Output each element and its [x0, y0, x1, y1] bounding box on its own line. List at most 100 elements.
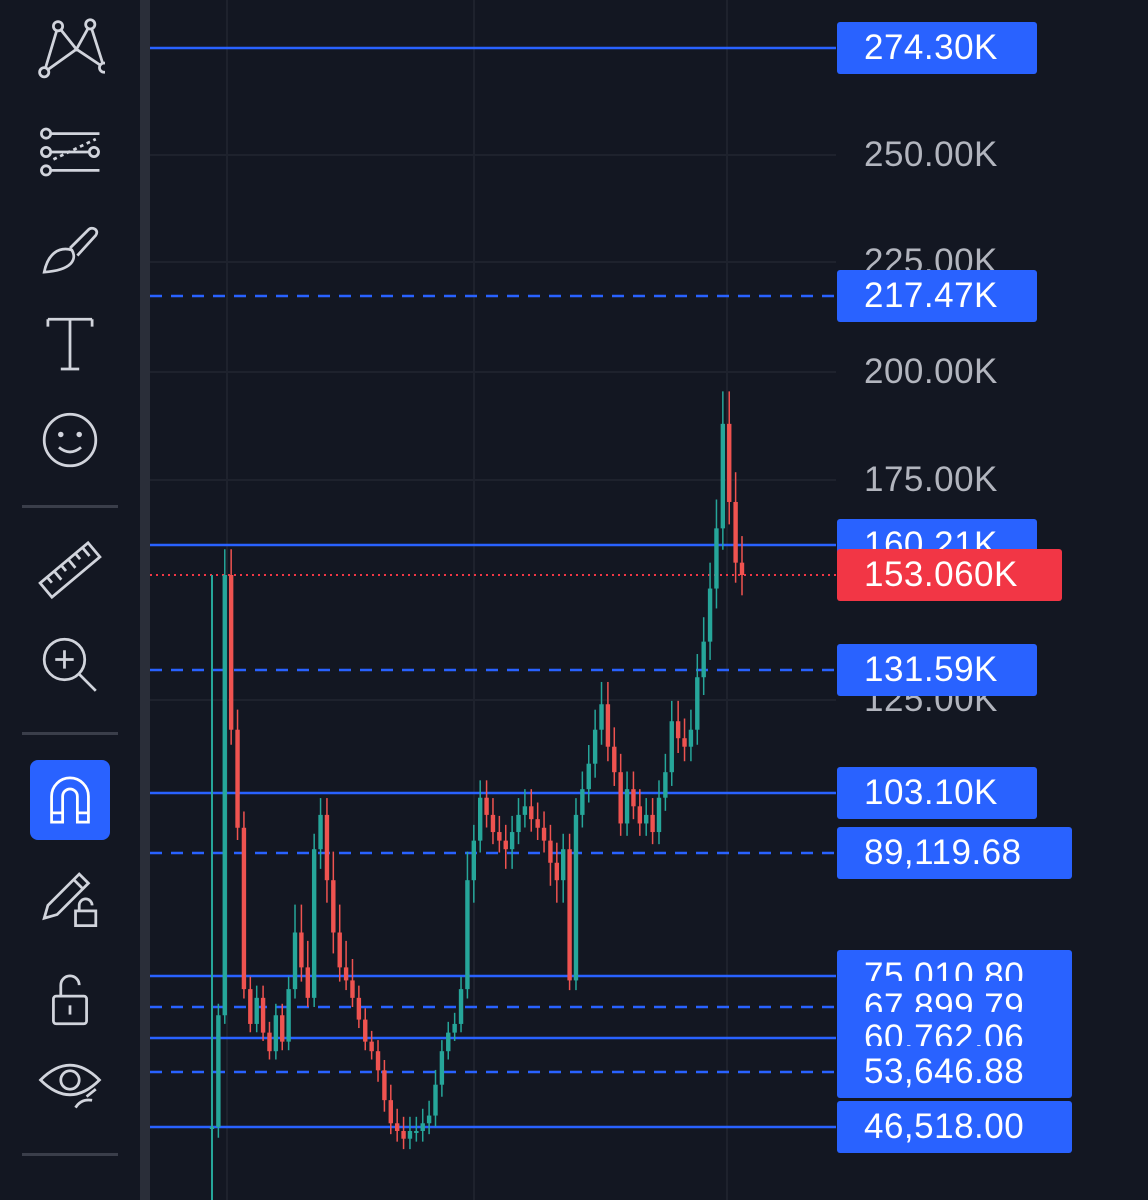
level-price-label: 131.59K — [837, 644, 1037, 696]
candle-body — [707, 588, 713, 642]
pattern-tool-icon — [38, 18, 105, 79]
zoom-in-icon — [42, 637, 97, 692]
candle-body — [701, 641, 706, 678]
candle-body — [573, 814, 579, 981]
candle-body — [618, 772, 623, 824]
candle-body — [343, 967, 349, 981]
pattern-tool-button[interactable] — [30, 12, 110, 92]
lock-button[interactable] — [30, 958, 110, 1038]
candle-body — [656, 797, 662, 833]
candle-body — [375, 1051, 381, 1071]
lock-icon — [52, 974, 88, 1026]
brush-tool-icon — [42, 226, 99, 274]
candle-body — [637, 806, 643, 824]
candle-body — [433, 1084, 438, 1116]
emoji-tool-button[interactable] — [30, 400, 110, 480]
ruler-tool-button[interactable] — [30, 530, 110, 610]
candle-body — [426, 1115, 432, 1124]
candle-body — [401, 1130, 406, 1139]
candle-body — [382, 1070, 387, 1101]
candle-body — [452, 1023, 457, 1033]
candle-body — [535, 819, 540, 828]
y-tick-label: 175.00K — [864, 460, 998, 499]
candle-body — [688, 729, 694, 747]
candle-body — [324, 814, 330, 881]
candle-body — [369, 1041, 374, 1052]
candles — [209, 391, 745, 1200]
candle-body — [739, 562, 745, 575]
level-price-label: 53,646.88 — [837, 1046, 1072, 1098]
trend-line-tool-button[interactable] — [30, 112, 110, 192]
hide-drawings-button[interactable] — [30, 1040, 110, 1120]
toolbar-separator — [22, 732, 118, 735]
candle-body — [350, 980, 355, 998]
candle-body — [260, 997, 266, 1033]
current-price-label: 153.060K — [837, 549, 1062, 601]
candle-body — [248, 989, 253, 1024]
drawing-toolbar — [0, 0, 140, 1200]
y-tick-label: 200.00K — [864, 352, 998, 391]
candle-body — [465, 880, 470, 990]
candle-body — [267, 1032, 272, 1052]
text-tool-icon — [46, 317, 94, 371]
y-tick-label: 250.00K — [864, 135, 998, 174]
candle-body — [446, 1032, 451, 1052]
candle-body — [458, 989, 464, 1024]
candle-body — [222, 575, 227, 1016]
candle-body — [516, 814, 521, 833]
candle-body — [669, 721, 674, 773]
candle-body — [580, 789, 585, 815]
candle-body — [477, 797, 483, 841]
candle-body — [605, 704, 611, 747]
lock-drawing-button[interactable] — [30, 858, 110, 938]
candle-body — [407, 1130, 413, 1139]
candle-body — [714, 528, 719, 589]
toolbar-separator — [22, 505, 118, 508]
candle-body — [720, 423, 726, 529]
candle-body — [695, 677, 700, 730]
candle-body — [561, 849, 566, 881]
candle-body — [644, 814, 649, 824]
toolbar-separator — [22, 1153, 118, 1156]
candle-body — [631, 789, 636, 807]
trend-line-tool-icon — [40, 127, 100, 177]
candle-body — [503, 840, 508, 850]
candle-body — [254, 997, 259, 1024]
candle-body — [612, 746, 617, 773]
candle-body — [299, 932, 304, 968]
zoom-in-button[interactable] — [30, 625, 110, 705]
candle-body — [682, 738, 687, 747]
candle-body — [439, 1051, 445, 1085]
candle-body — [663, 772, 668, 798]
candle-body — [497, 832, 502, 841]
magnet-button[interactable] — [30, 760, 110, 840]
candle-body — [484, 797, 489, 815]
candle-body — [318, 814, 323, 850]
candle-body — [586, 763, 591, 790]
candle-body — [241, 827, 247, 990]
candle-body — [420, 1123, 425, 1131]
candle-body — [337, 932, 342, 968]
candle-body — [305, 967, 310, 998]
candle-body — [529, 806, 534, 820]
candle-body — [624, 789, 630, 824]
candle-body — [286, 989, 291, 1042]
text-tool-button[interactable] — [30, 305, 110, 385]
level-price-label: 46,518.00 — [837, 1101, 1072, 1153]
candle-body — [356, 997, 362, 1020]
level-price-label: 89,119.68 — [837, 827, 1072, 879]
candle-body — [216, 1015, 221, 1127]
candle-body — [592, 729, 598, 764]
candle-body — [471, 840, 477, 881]
candle-body — [235, 729, 240, 828]
candle-body — [363, 1019, 368, 1042]
candle-body — [650, 814, 655, 833]
candle-body — [280, 1015, 285, 1042]
candle-body — [727, 423, 732, 502]
brush-tool-button[interactable] — [30, 210, 110, 290]
level-price-label: 217.47K — [837, 270, 1037, 322]
candle-body — [311, 849, 317, 998]
candle-body — [331, 880, 336, 933]
magnet-icon — [50, 776, 90, 824]
